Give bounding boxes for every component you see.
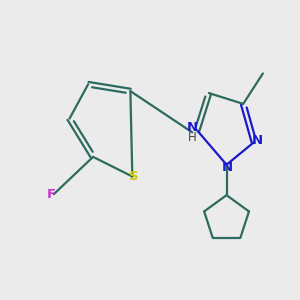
Text: S: S	[129, 170, 139, 183]
Text: N: N	[252, 134, 263, 147]
Text: N: N	[222, 160, 233, 174]
Text: N: N	[187, 122, 198, 134]
Text: F: F	[46, 188, 56, 201]
Text: H: H	[188, 131, 197, 144]
